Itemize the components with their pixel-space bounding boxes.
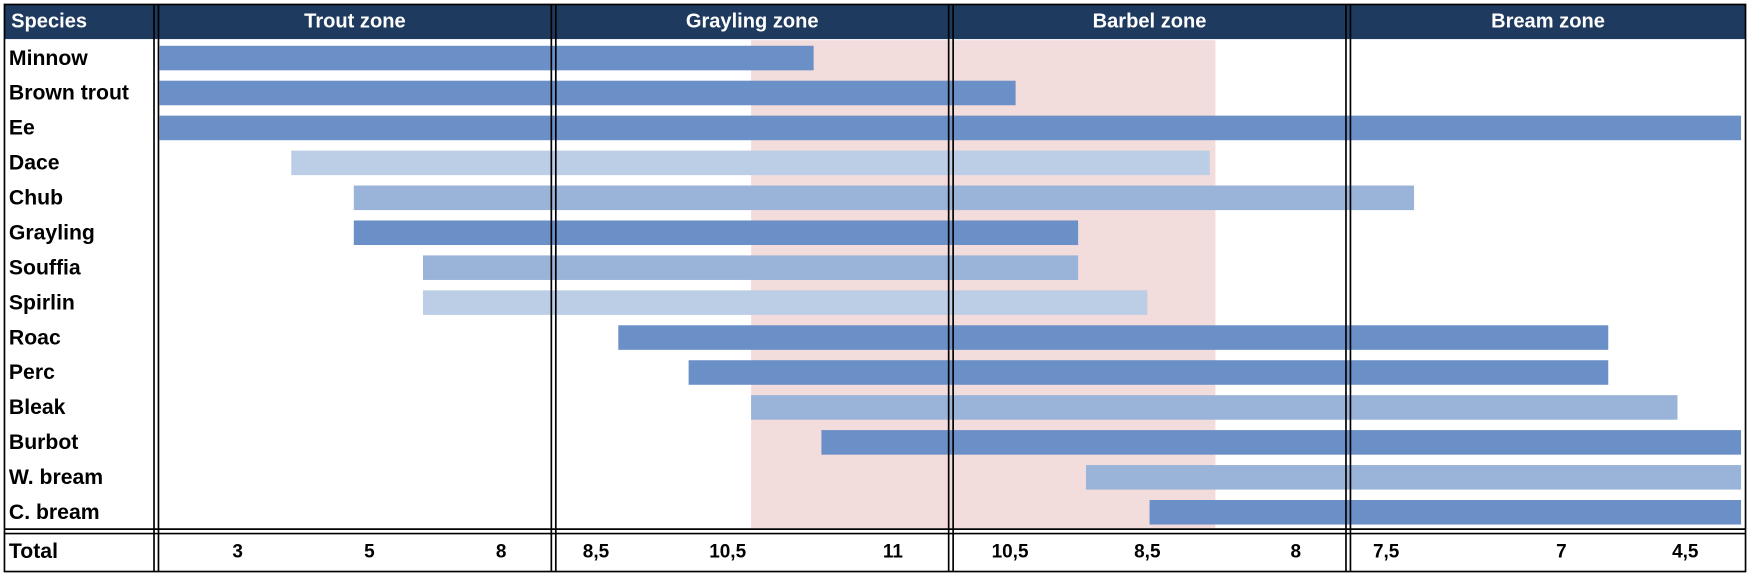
species-label: Souffia: [9, 256, 81, 279]
total-label: Total: [9, 540, 58, 563]
table-lines: [3, 3, 1747, 573]
range-bar: [291, 150, 1210, 176]
species-label: Burbot: [9, 431, 78, 454]
total-value: 5: [364, 542, 375, 563]
species-header: Species: [11, 11, 87, 33]
total-value: 8,5: [583, 542, 610, 563]
shaded-region: [751, 40, 1216, 529]
range-bar: [821, 430, 1742, 455]
species-label: Roac: [9, 326, 61, 349]
total-value: 10,5: [709, 542, 746, 563]
species-label: Grayling: [9, 221, 95, 244]
range-bar: [159, 115, 1742, 141]
total-value: 3: [232, 542, 243, 563]
range-bar: [1085, 465, 1742, 490]
range-bar: [422, 290, 1148, 315]
range-bar: [353, 185, 1415, 211]
species-label: Chub: [9, 187, 63, 210]
header-band: [4, 4, 1746, 40]
total-value: 8: [1290, 542, 1301, 563]
range-bar: [618, 325, 1609, 350]
species-label: Minnow: [9, 47, 88, 70]
total-value: 11: [883, 542, 904, 563]
range-bar: [751, 395, 1678, 420]
species-label: W. bream: [9, 466, 103, 489]
species-label: C. bream: [9, 501, 100, 524]
total-value: 10,5: [992, 542, 1029, 563]
range-bar: [353, 220, 1079, 246]
species-label: Bleak: [9, 396, 66, 419]
range-bar: [159, 80, 1016, 106]
species-label: Perc: [9, 361, 55, 384]
species-label: Ee: [9, 117, 35, 140]
range-bar: [422, 255, 1079, 280]
range-bar: [688, 360, 1609, 385]
total-value: 4,5: [1672, 542, 1699, 563]
zone-header: Grayling zone: [686, 11, 819, 33]
zone-header: Trout zone: [304, 11, 405, 33]
total-value: 8: [496, 542, 507, 563]
total-value: 7,5: [1373, 542, 1400, 563]
range-bar: [159, 45, 814, 71]
zone-header: Bream zone: [1491, 11, 1605, 33]
species-label: Brown trout: [9, 82, 129, 105]
species-label: Dace: [9, 152, 60, 175]
zone-header: Barbel zone: [1093, 11, 1207, 33]
total-value: 7: [1556, 542, 1567, 563]
range-bar: [1149, 499, 1742, 525]
species-label: Spirlin: [9, 291, 75, 314]
total-value: 8,5: [1134, 542, 1161, 563]
